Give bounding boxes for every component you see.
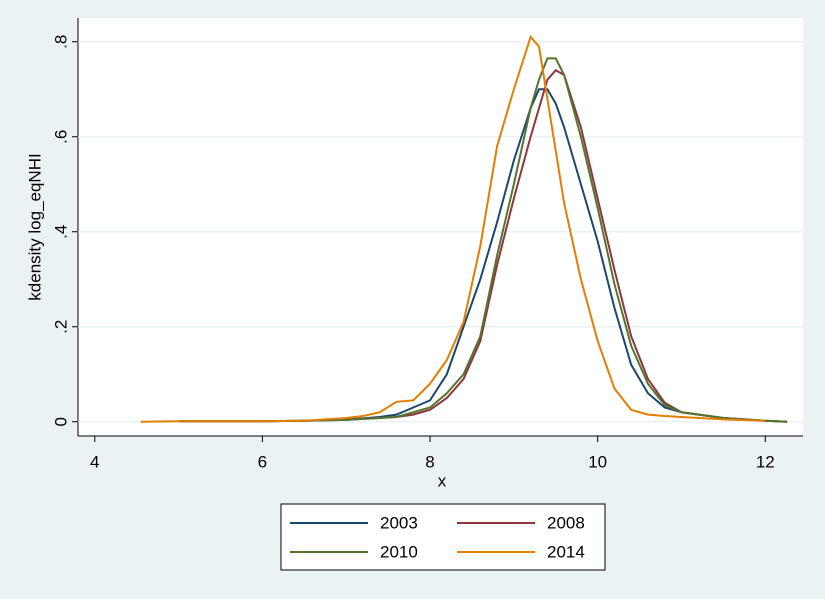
y-tick-label: .6 [51,130,70,144]
x-tick-label: 8 [425,452,434,471]
legend-label: 2003 [380,513,418,532]
series-line [140,35,766,423]
x-tick-label: 12 [756,452,775,471]
x-tick-label: 6 [258,452,267,471]
series-line [178,57,788,423]
legend-label: 2010 [380,542,418,561]
y-tick-label: 0 [51,417,70,426]
legend-label: 2008 [547,513,585,532]
x-tick-label: 4 [90,452,99,471]
legend-label: 2014 [547,542,585,561]
legend [280,503,606,571]
y-tick-label: .8 [51,35,70,49]
y-axis-label: kdensity log_eqNHI [25,153,44,300]
plot-area [78,18,803,436]
y-tick-label: .2 [51,320,70,334]
x-axis-label: x [438,471,447,490]
y-tick-label: .4 [51,225,70,239]
x-tick-label: 10 [588,452,607,471]
